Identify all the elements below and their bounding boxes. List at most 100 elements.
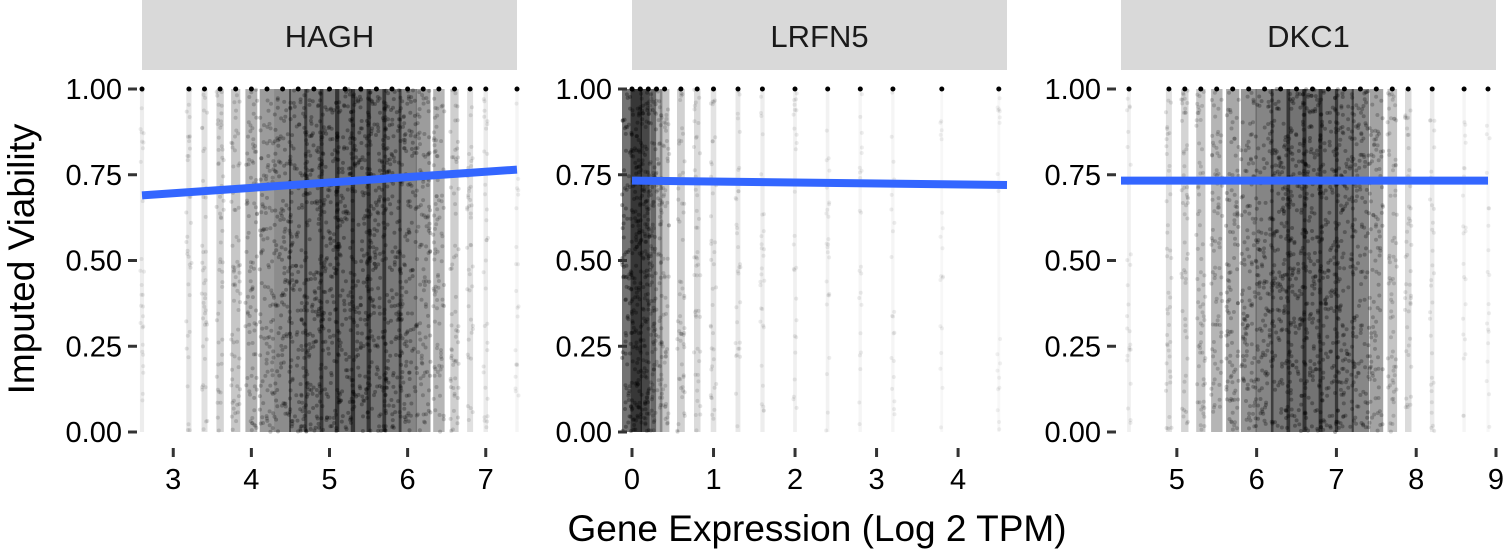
data-point xyxy=(267,205,272,210)
y-tick-label: 1.00 xyxy=(556,74,612,106)
data-point xyxy=(264,177,268,182)
data-point xyxy=(254,178,259,182)
point-column xyxy=(229,86,243,432)
data-point xyxy=(277,174,282,179)
data-point-max xyxy=(1373,86,1379,92)
x-tick-label: 7 xyxy=(478,464,494,496)
data-point xyxy=(258,334,263,339)
data-point xyxy=(279,245,284,250)
data-point xyxy=(185,428,190,432)
data-point xyxy=(218,400,223,405)
data-point xyxy=(245,294,250,299)
data-point xyxy=(267,423,272,428)
point-streak xyxy=(259,89,275,432)
point-column xyxy=(708,86,719,432)
point-streak xyxy=(1351,89,1369,432)
data-point xyxy=(219,103,224,108)
data-point xyxy=(200,268,205,273)
point-column xyxy=(824,86,832,433)
data-point-max xyxy=(1325,86,1331,92)
data-point xyxy=(139,257,144,261)
data-point xyxy=(267,265,271,270)
data-point xyxy=(246,134,250,139)
data-point xyxy=(220,269,225,274)
data-point xyxy=(184,210,189,215)
data-point xyxy=(254,220,258,225)
data-point xyxy=(275,97,280,102)
data-point xyxy=(246,341,251,346)
data-point xyxy=(249,428,254,433)
data-point-max xyxy=(735,86,741,92)
point-streak xyxy=(398,89,417,432)
data-point xyxy=(279,213,284,218)
data-point xyxy=(203,322,207,327)
data-point xyxy=(218,240,223,245)
data-point xyxy=(276,429,280,434)
data-point xyxy=(281,198,285,203)
data-point xyxy=(259,210,264,215)
data-point xyxy=(278,160,283,165)
data-point xyxy=(236,308,241,312)
data-point-max xyxy=(694,86,700,92)
data-point-max xyxy=(280,86,286,92)
data-point-max xyxy=(792,86,798,92)
data-point xyxy=(216,311,221,316)
data-point xyxy=(267,121,272,126)
point-streak xyxy=(201,89,208,432)
data-point xyxy=(232,148,237,153)
data-point xyxy=(262,336,267,341)
data-point-max xyxy=(1357,86,1363,92)
data-point xyxy=(267,168,272,173)
data-point xyxy=(282,271,287,276)
data-point xyxy=(250,159,255,164)
x-tick-label: 5 xyxy=(321,464,337,496)
data-point xyxy=(281,217,286,222)
data-point xyxy=(265,351,270,356)
point-column xyxy=(481,86,490,432)
point-column xyxy=(1349,86,1371,432)
data-point xyxy=(254,87,258,92)
data-point-max xyxy=(389,86,395,92)
data-point xyxy=(231,264,236,269)
point-streak xyxy=(415,89,431,432)
data-point xyxy=(220,228,225,233)
data-point xyxy=(251,160,256,165)
data-point xyxy=(231,164,236,169)
data-point xyxy=(246,214,251,219)
data-point xyxy=(247,157,252,162)
data-point xyxy=(247,389,252,394)
data-point xyxy=(202,281,207,286)
data-point xyxy=(202,304,207,309)
data-point xyxy=(250,416,255,420)
data-point xyxy=(265,369,270,374)
data-point xyxy=(216,162,221,167)
data-point xyxy=(141,140,146,145)
data-point xyxy=(265,418,270,423)
data-point xyxy=(201,250,206,255)
data-point xyxy=(233,275,238,280)
data-point xyxy=(140,325,145,330)
data-point xyxy=(186,422,191,427)
data-point xyxy=(273,208,278,213)
data-point xyxy=(282,239,287,244)
data-point xyxy=(138,268,143,273)
data-point xyxy=(271,318,276,322)
data-point xyxy=(220,337,225,342)
data-point xyxy=(233,283,237,288)
data-point xyxy=(215,415,220,420)
point-streak xyxy=(1165,89,1172,432)
point-streak xyxy=(891,89,895,432)
point-streak xyxy=(858,89,862,432)
data-point xyxy=(284,203,289,208)
data-point xyxy=(258,383,263,388)
data-point-max xyxy=(1166,86,1172,92)
x-tick-label: 4 xyxy=(243,464,259,496)
data-point xyxy=(257,394,262,399)
data-point xyxy=(274,170,279,174)
point-streak xyxy=(1255,89,1274,432)
data-point xyxy=(273,127,278,132)
data-point xyxy=(231,398,236,403)
data-point xyxy=(215,93,220,98)
data-point xyxy=(140,398,145,403)
data-point xyxy=(279,293,284,298)
